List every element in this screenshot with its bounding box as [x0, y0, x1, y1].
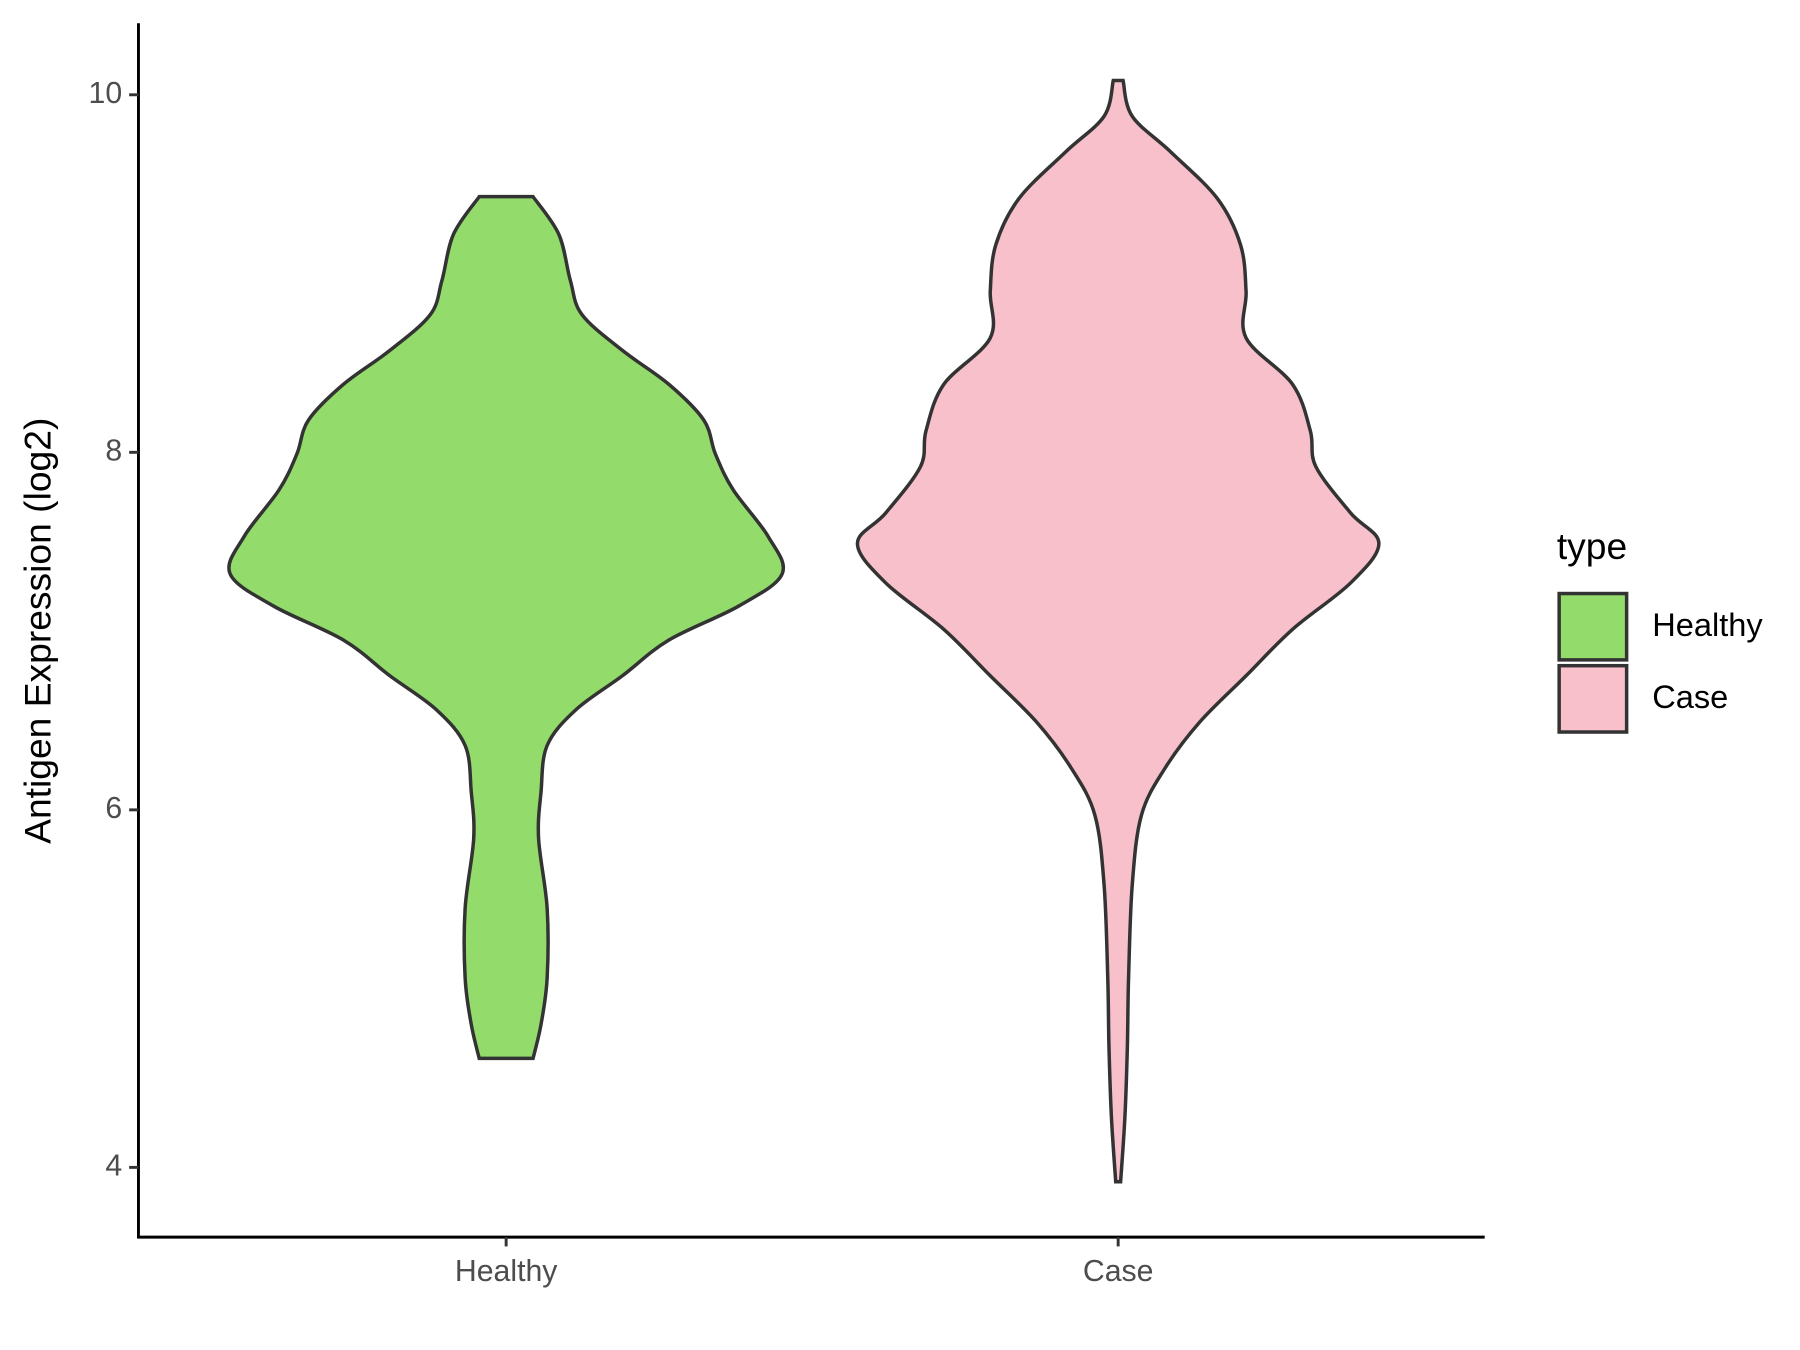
x-tick-label: Healthy — [455, 1255, 558, 1288]
y-tick-label: 6 — [105, 792, 122, 825]
x-tick-label: Case — [1083, 1255, 1154, 1288]
y-axis-title: Antigen Expression (log2) — [17, 418, 59, 844]
y-tick-label: 10 — [89, 77, 123, 110]
violin — [227, 194, 786, 1061]
y-tick-label: 4 — [105, 1149, 122, 1182]
legend-title: type — [1557, 525, 1627, 567]
legend-key — [1557, 591, 1629, 662]
y-tick-label: 8 — [105, 434, 122, 467]
legend-label: Case — [1652, 679, 1728, 715]
legend-key — [1557, 663, 1629, 734]
legend-label: Healthy — [1652, 607, 1763, 643]
violin — [855, 78, 1381, 1184]
